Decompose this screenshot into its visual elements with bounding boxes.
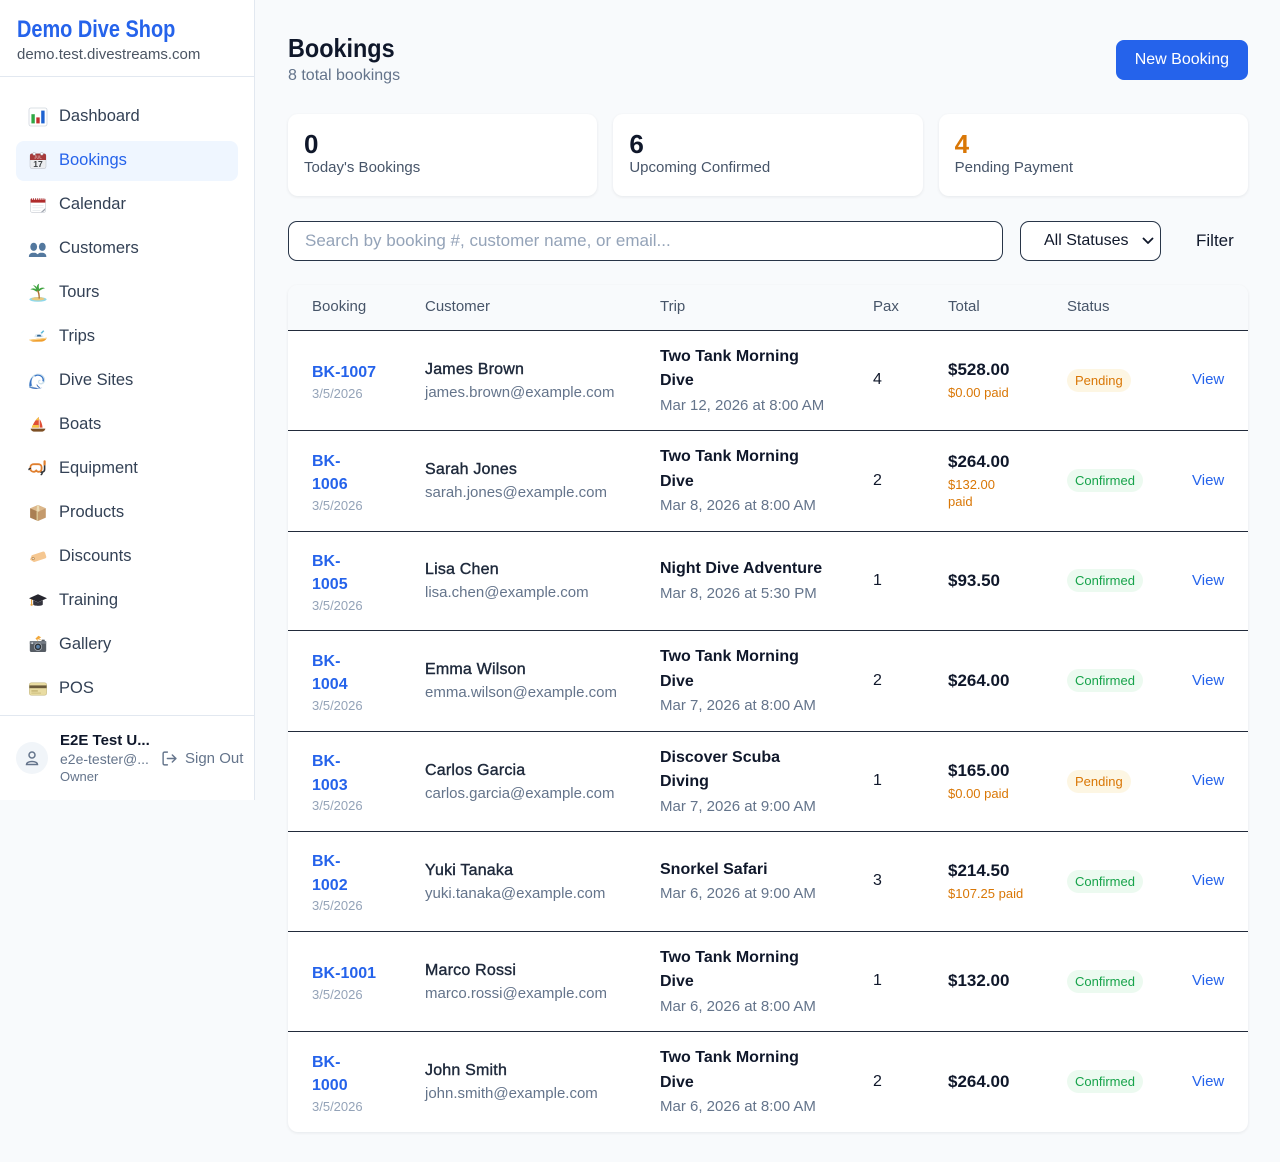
- svg-text:17: 17: [33, 159, 43, 169]
- svg-text:JUL: JUL: [34, 154, 42, 159]
